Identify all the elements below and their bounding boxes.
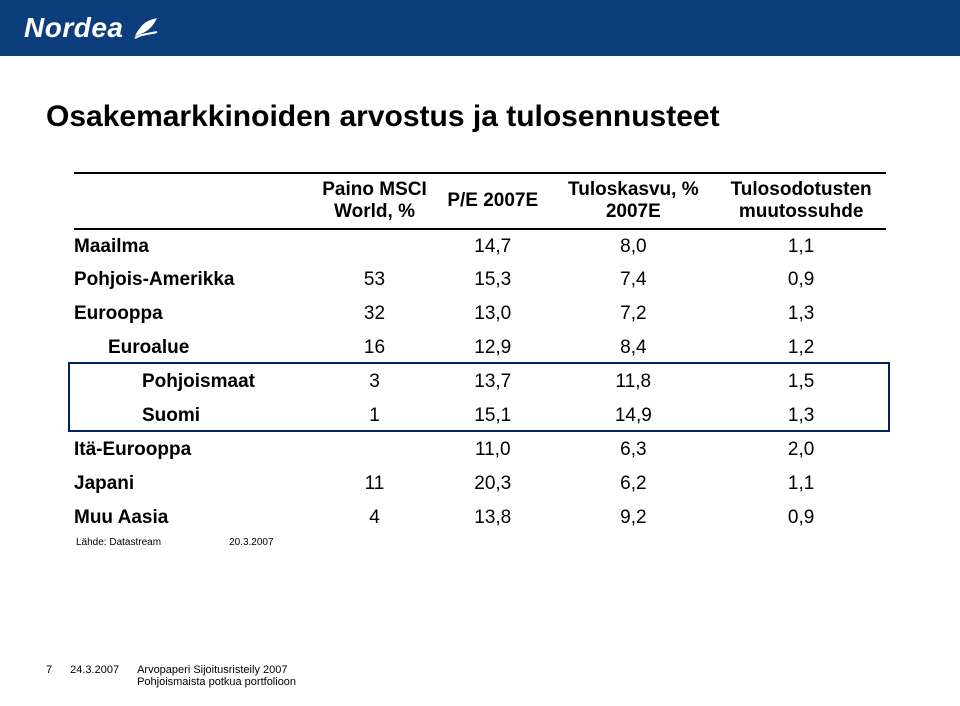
cell: 1,2	[716, 331, 886, 365]
cell: 11	[314, 467, 435, 501]
logo: Nordea	[24, 12, 159, 44]
cell: 2,0	[716, 433, 886, 467]
table-row: Pohjois-Amerikka5315,37,40,9	[74, 263, 886, 297]
cell: 20,3	[435, 467, 550, 501]
col-header-0	[74, 173, 314, 229]
table-row: Suomi115,114,91,3	[74, 399, 886, 433]
cell: 3	[314, 365, 435, 399]
cell: 13,8	[435, 501, 550, 535]
table-row: Pohjoismaat313,711,81,5	[74, 365, 886, 399]
row-label: Muu Aasia	[74, 501, 314, 535]
row-label: Itä-Eurooppa	[74, 433, 314, 467]
cell: 13,7	[435, 365, 550, 399]
cell: 9,2	[550, 501, 716, 535]
cell: 1,3	[716, 297, 886, 331]
footer-line1: Arvopaperi Sijoitusristeily 2007	[137, 664, 296, 676]
cell	[314, 433, 435, 467]
cell: 0,9	[716, 263, 886, 297]
cell	[314, 229, 435, 263]
cell: 14,7	[435, 229, 550, 263]
footer: 7 24.3.2007 Arvopaperi Sijoitusristeily …	[46, 664, 296, 688]
cell: 15,1	[435, 399, 550, 433]
cell: 6,3	[550, 433, 716, 467]
cell: 0,9	[716, 501, 886, 535]
cell: 7,2	[550, 297, 716, 331]
row-label: Euroalue	[74, 331, 314, 365]
cell: 13,0	[435, 297, 550, 331]
table-row: Maailma 14,78,01,1	[74, 229, 886, 263]
row-label: Japani	[74, 467, 314, 501]
cell: 1,5	[716, 365, 886, 399]
cell: 53	[314, 263, 435, 297]
valuation-table: Paino MSCI World, %P/E 2007ETuloskasvu, …	[74, 172, 886, 535]
row-label: Suomi	[74, 399, 314, 433]
cell: 1	[314, 399, 435, 433]
row-label: Pohjoismaat	[74, 365, 314, 399]
cell: 16	[314, 331, 435, 365]
logo-text: Nordea	[24, 12, 123, 44]
slide-title: Osakemarkkinoiden arvostus ja tulosennus…	[46, 100, 960, 134]
row-label: Maailma	[74, 229, 314, 263]
footer-line2: Pohjoismaista potkua portfolioon	[137, 676, 296, 688]
cell: 15,3	[435, 263, 550, 297]
cell: 8,4	[550, 331, 716, 365]
cell: 11,8	[550, 365, 716, 399]
col-header-1: Paino MSCI World, %	[314, 173, 435, 229]
cell: 12,9	[435, 331, 550, 365]
cell: 7,4	[550, 263, 716, 297]
cell: 1,3	[716, 399, 886, 433]
col-header-2: P/E 2007E	[435, 173, 550, 229]
source-row: Lähde: Datastream 20.3.2007	[74, 537, 886, 548]
cell: 32	[314, 297, 435, 331]
cell: 1,1	[716, 467, 886, 501]
table-row: Muu Aasia413,89,20,9	[74, 501, 886, 535]
cell: 6,2	[550, 467, 716, 501]
table-row: Euroalue1612,98,41,2	[74, 331, 886, 365]
table-row: Itä-Eurooppa 11,06,32,0	[74, 433, 886, 467]
source-label: Lähde: Datastream	[76, 537, 161, 548]
col-header-4: Tulosodotusten muutossuhde	[716, 173, 886, 229]
source-date: 20.3.2007	[229, 537, 274, 548]
row-label: Eurooppa	[74, 297, 314, 331]
cell: 11,0	[435, 433, 550, 467]
table-row: Eurooppa3213,07,21,3	[74, 297, 886, 331]
table-row: Japani1120,36,21,1	[74, 467, 886, 501]
header-bar: Nordea	[0, 0, 960, 56]
cell: 1,1	[716, 229, 886, 263]
cell: 4	[314, 501, 435, 535]
cell: 8,0	[550, 229, 716, 263]
footer-date: 24.3.2007	[70, 664, 119, 676]
row-label: Pohjois-Amerikka	[74, 263, 314, 297]
cell: 14,9	[550, 399, 716, 433]
page-number: 7	[46, 664, 52, 676]
sail-icon	[131, 14, 159, 42]
col-header-3: Tuloskasvu, % 2007E	[550, 173, 716, 229]
